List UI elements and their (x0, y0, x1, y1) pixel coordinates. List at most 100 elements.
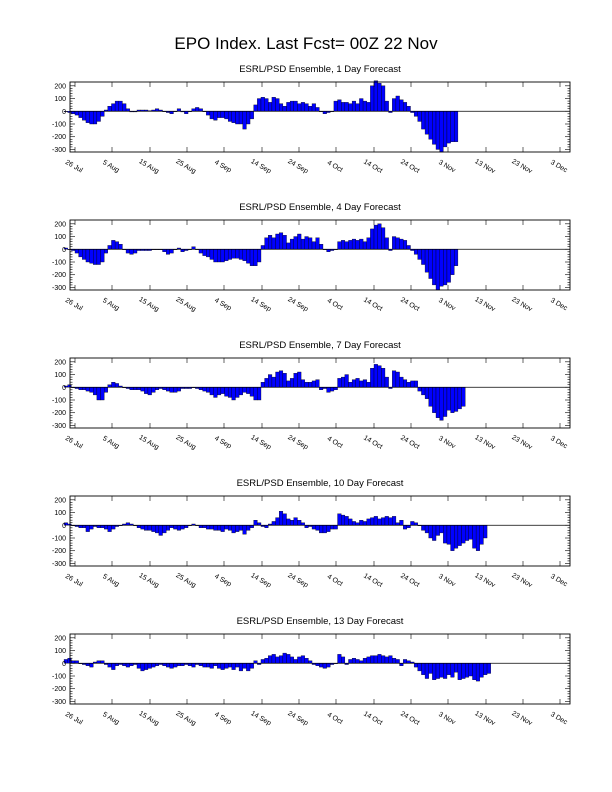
bar (246, 525, 251, 531)
bar (366, 382, 371, 388)
bar (93, 111, 98, 125)
y-tick-label: -300 (52, 699, 66, 706)
bar (330, 387, 335, 392)
bar (468, 663, 473, 677)
bar (202, 387, 207, 392)
bar (82, 111, 87, 121)
y-tick-label: 0 (62, 661, 66, 668)
x-tick-label: 4 Oct (326, 297, 344, 311)
bar (173, 525, 178, 530)
bar (337, 378, 342, 388)
x-tick-label: 15 Aug (138, 434, 160, 451)
bar (311, 241, 316, 250)
bar (107, 663, 112, 668)
bar (89, 249, 94, 264)
bar (443, 387, 448, 417)
bar (253, 249, 258, 266)
bar (209, 387, 214, 396)
bar (257, 249, 262, 263)
bar (151, 663, 156, 668)
bar (206, 525, 211, 530)
bar (165, 663, 170, 668)
bar (279, 103, 284, 112)
bar (366, 656, 371, 664)
bar (403, 525, 408, 530)
bar (227, 663, 232, 668)
bar (129, 249, 134, 255)
x-tick-label: 15 Aug (138, 710, 160, 727)
bar (424, 525, 429, 534)
bar (176, 387, 181, 392)
bar (461, 387, 466, 407)
bar (253, 387, 258, 401)
panel-title: ESRL/PSD Ensemble, 7 Day Forecast (239, 340, 401, 351)
bar (468, 525, 473, 540)
bar (231, 249, 236, 259)
bar (395, 659, 400, 664)
x-tick-label: 14 Sep (249, 434, 272, 451)
bar (155, 525, 160, 534)
y-tick-label: -100 (52, 260, 66, 267)
bar (315, 379, 320, 388)
bar (392, 516, 397, 526)
bar (227, 387, 232, 398)
bar (151, 387, 156, 393)
bar (359, 98, 364, 112)
y-tick-label: -300 (52, 423, 66, 430)
bar (362, 379, 367, 388)
bar (399, 238, 404, 250)
x-tick-label: 3 Dec (549, 297, 569, 312)
bar (446, 111, 451, 144)
x-tick-label: 13 Nov (473, 434, 496, 451)
bar (289, 238, 294, 250)
bar (220, 249, 225, 263)
bar (235, 525, 240, 532)
bar (173, 387, 178, 393)
x-tick-label: 14 Oct (362, 435, 383, 451)
bar (395, 95, 400, 112)
bar (330, 525, 335, 530)
bar (421, 249, 426, 265)
bar (103, 249, 108, 254)
bar (435, 249, 440, 291)
bar (465, 525, 470, 541)
bar (224, 663, 229, 669)
bar (341, 656, 346, 664)
x-tick-label: 4 Sep (213, 435, 232, 450)
bar (319, 244, 324, 250)
x-tick-label: 4 Oct (326, 435, 344, 449)
bar (373, 655, 378, 664)
bar (63, 247, 68, 250)
bar (351, 521, 356, 526)
bar (213, 387, 218, 398)
x-tick-label: 4 Oct (326, 711, 344, 725)
bar (275, 517, 280, 526)
bar (217, 663, 222, 669)
bar (220, 663, 225, 670)
bar (268, 102, 273, 112)
bar (421, 525, 426, 531)
bar (268, 374, 273, 388)
x-tick-label: 24 Sep (286, 296, 309, 313)
bar (300, 102, 305, 112)
bar (366, 102, 371, 112)
x-tick-label: 4 Oct (326, 573, 344, 587)
bar (381, 85, 386, 112)
bar (446, 525, 451, 545)
y-tick-label: -200 (52, 410, 66, 417)
bar (151, 525, 156, 532)
bar (242, 525, 247, 535)
bar (359, 520, 364, 526)
bar (435, 525, 440, 536)
bar (282, 235, 287, 250)
bar (392, 98, 397, 112)
bar (209, 663, 214, 669)
bar (351, 379, 356, 388)
x-tick-label: 23 Nov (510, 710, 533, 727)
bar (206, 249, 211, 258)
bar (279, 370, 284, 388)
bar (213, 525, 218, 531)
chart-panel-4: ESRL/PSD Ensemble, 10 Day Forecast 200 100… (52, 478, 571, 590)
bar (235, 663, 240, 668)
bar (224, 387, 229, 397)
